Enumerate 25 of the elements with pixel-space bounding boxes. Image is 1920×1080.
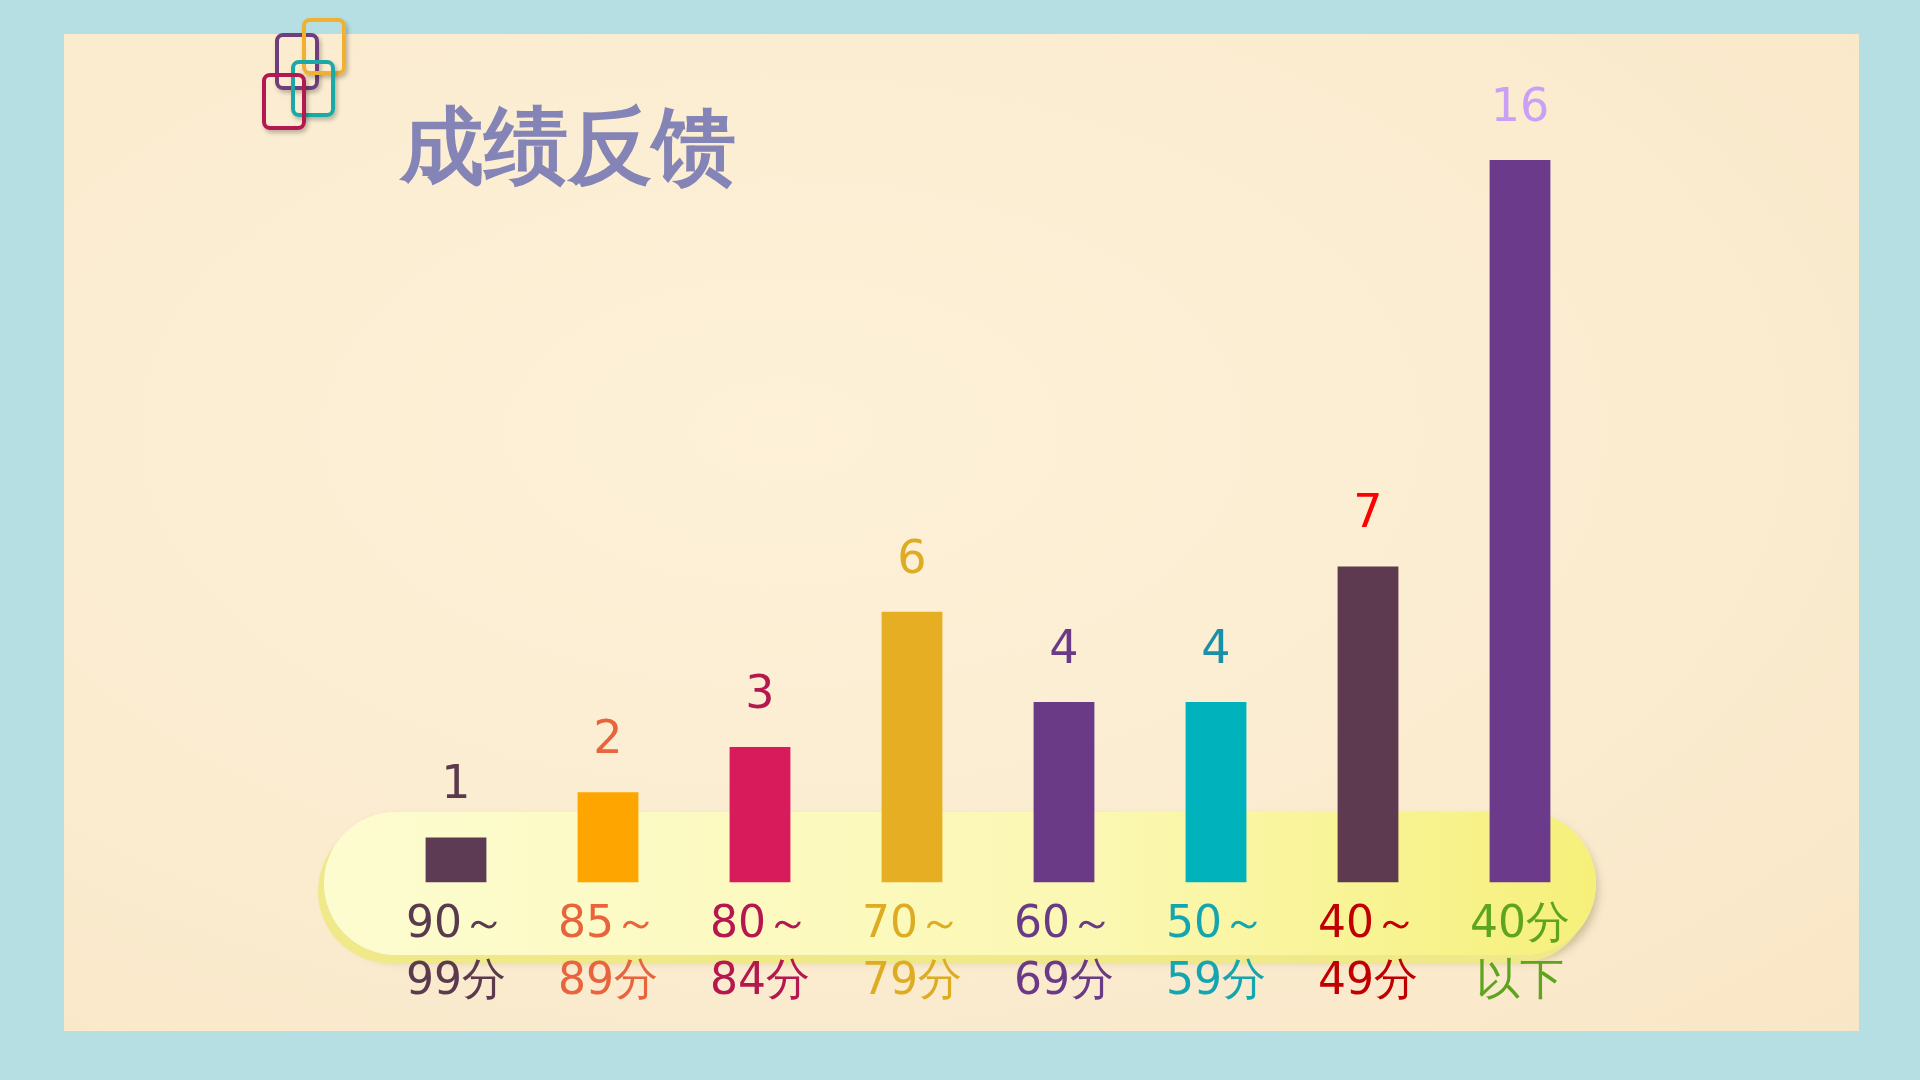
data-label: 7: [1353, 484, 1383, 539]
bar: [577, 792, 639, 883]
x-tick-label: 70～79分: [862, 895, 962, 1004]
data-label: 1: [441, 755, 471, 810]
bar: [425, 837, 487, 883]
data-label: 3: [745, 665, 775, 720]
data-label: 4: [1049, 619, 1079, 674]
bar: [881, 611, 943, 883]
bar: [1489, 160, 1551, 883]
x-tick-label: 40～49分: [1318, 895, 1418, 1004]
data-label: 2: [593, 710, 623, 765]
chart-title: 成绩反馈: [400, 96, 736, 197]
bar: [1033, 701, 1095, 883]
x-tick-label: 60～69分: [1014, 895, 1114, 1004]
bar: [1337, 566, 1399, 883]
data-label: 16: [1490, 77, 1550, 132]
x-tick-label: 50～59分: [1166, 895, 1266, 1004]
bar: [1185, 701, 1247, 883]
x-tick-label: 85～89分: [558, 895, 658, 1004]
data-label: 4: [1201, 619, 1231, 674]
x-tick-label: 90～99分: [406, 895, 506, 1004]
data-label: 6: [897, 529, 927, 584]
x-tick-label: 40分以下: [1470, 895, 1570, 1004]
bar: [729, 747, 791, 883]
x-tick-label: 80～84分: [710, 895, 810, 1004]
